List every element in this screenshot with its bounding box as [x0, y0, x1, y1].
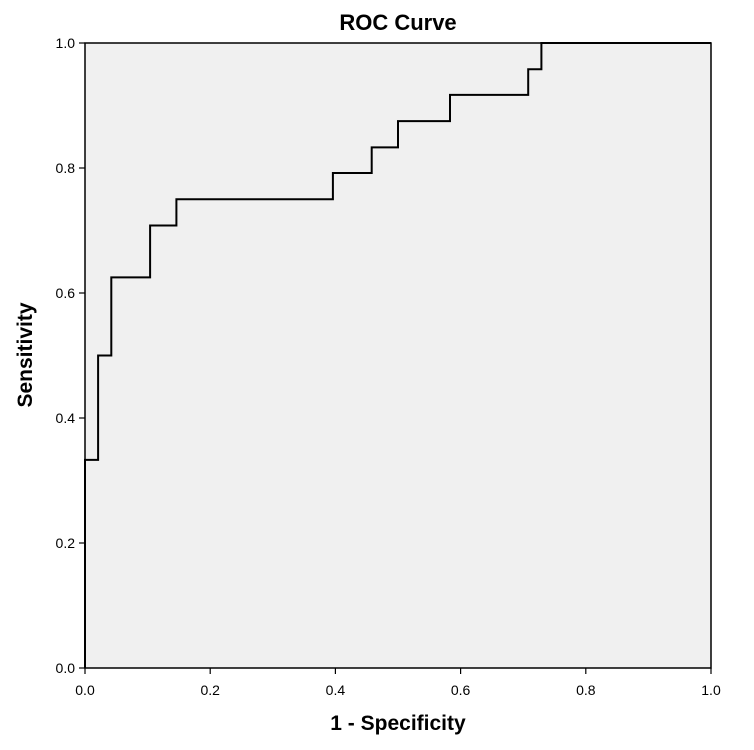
y-tick-label: 0.6 [56, 285, 76, 301]
x-tick-label: 0.4 [326, 682, 346, 698]
y-axis-label: Sensitivity [14, 302, 37, 407]
x-tick-label: 0.0 [75, 682, 95, 698]
x-tick-label: 0.8 [576, 682, 596, 698]
y-axis-ticks: 0.0 0.2 0.4 0.6 0.8 1.0 [56, 35, 85, 676]
y-tick-label: 0.8 [56, 160, 76, 176]
plot-frame [84, 42, 712, 669]
roc-curve-line [84, 42, 711, 668]
x-axis-label: 1 - Specificity [330, 712, 466, 735]
y-tick-label: 1.0 [56, 35, 76, 51]
chart-title: ROC Curve [339, 10, 456, 35]
x-tick-label: 1.0 [701, 682, 721, 698]
x-tick-label: 0.2 [200, 682, 220, 698]
y-tick-label: 0.0 [56, 660, 76, 676]
x-tick-label: 0.6 [451, 682, 471, 698]
x-axis-ticks: 0.0 0.2 0.4 0.6 0.8 1.0 [75, 668, 721, 698]
y-tick-label: 0.2 [56, 535, 76, 551]
y-tick-label: 0.4 [56, 410, 76, 426]
